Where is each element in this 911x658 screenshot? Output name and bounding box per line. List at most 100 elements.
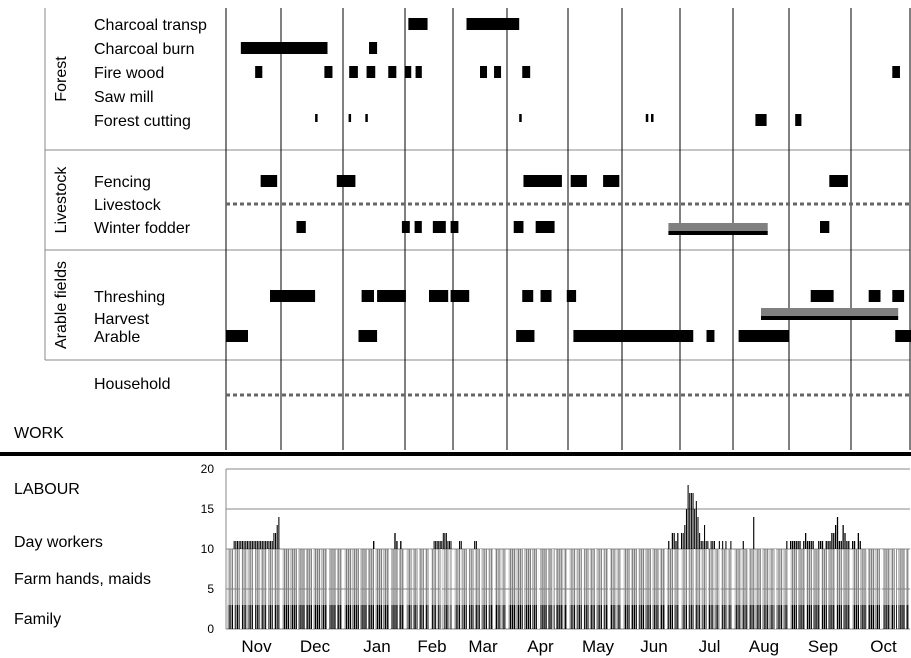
highlight-band (668, 223, 768, 231)
family-bar (742, 605, 744, 629)
farmhands-bar (816, 549, 818, 605)
family-bar (723, 605, 725, 629)
farmhands-bar (373, 549, 375, 605)
farmhands-bar (349, 549, 352, 605)
dayworkers-bar (233, 541, 235, 549)
family-bar (278, 605, 280, 629)
farmhands-bar (836, 549, 839, 605)
family-bar (283, 605, 286, 629)
family-bar (314, 605, 317, 629)
family-bar (689, 605, 691, 629)
family-bar (753, 605, 755, 629)
activity-bar (645, 114, 649, 122)
family-bar (779, 605, 781, 629)
family-bar (338, 605, 340, 629)
dayworkers-bar (753, 517, 755, 549)
family-bar (248, 605, 250, 629)
family-bar (585, 605, 587, 629)
family-bar (712, 605, 714, 629)
month-label: Apr (527, 637, 554, 656)
farmhands-bar (559, 549, 561, 605)
work-labels: Forest Charcoal transp Charcoal burn Fire w… (53, 17, 207, 393)
family-bar (527, 605, 530, 629)
family-bar (322, 605, 324, 629)
farmhands-bar (594, 549, 596, 605)
farmhands-bar (340, 549, 342, 605)
family-bar (513, 605, 516, 629)
activity-bar (706, 330, 715, 342)
family-bar (617, 605, 619, 629)
farmhands-bar (291, 549, 294, 605)
farmhands-bar (309, 549, 311, 605)
family-bar (781, 605, 783, 629)
week-gap (637, 549, 639, 629)
farmhands-bar (722, 549, 724, 605)
family-bar (715, 605, 717, 629)
farmhands-bar (702, 549, 704, 605)
family-bar (868, 605, 869, 629)
farmhands-bar (605, 549, 607, 605)
dayworkers-bar (439, 541, 441, 549)
family-bar (475, 605, 477, 629)
farmhands-bar (447, 549, 449, 605)
farmhands-bar (524, 549, 526, 605)
family-bar (243, 605, 245, 629)
week-gap (880, 549, 882, 629)
farmhands-bar (865, 549, 867, 605)
labour-panel: 0 5 10 15 20 (201, 462, 910, 636)
dayworkers-bar (818, 541, 820, 549)
farmhands-bar (383, 549, 385, 605)
farmhands-bar (499, 549, 501, 605)
farmhands-bar (290, 549, 292, 605)
dayworkers-bar (266, 541, 268, 549)
family-bar (739, 605, 741, 629)
farmhands-bar (570, 549, 572, 605)
farmhands-bar (347, 549, 350, 605)
family-bar (230, 605, 232, 629)
week-gap (389, 549, 391, 629)
activity-bar (513, 221, 524, 233)
farmhands-bar (705, 549, 707, 605)
dayworkers-bar (396, 541, 398, 549)
farmhands-bar (352, 549, 354, 605)
farmhands-bar (697, 549, 699, 605)
family-bar (407, 605, 409, 629)
family-bar (728, 605, 730, 629)
farmhands-bar (535, 549, 537, 605)
family-bar (559, 605, 561, 629)
farmhands-bar (248, 549, 250, 605)
family-bar (376, 605, 379, 629)
dayworkers-bar (827, 541, 829, 549)
family-bar (400, 605, 402, 629)
farmhands-bar (355, 549, 357, 605)
family-bar (639, 605, 641, 629)
activity-label: Saw mill (94, 89, 154, 106)
dayworkers-bar (838, 541, 841, 549)
activity-bar (365, 114, 368, 122)
farmhands-bar (445, 549, 447, 605)
family-bar (457, 605, 459, 629)
dayworkers-bar (857, 533, 859, 549)
family-bar (324, 605, 326, 629)
month-label: Aug (749, 637, 779, 656)
farmhands-bar (517, 549, 520, 605)
farmhands-bar (803, 549, 805, 605)
family-bar (840, 605, 842, 629)
family-bar (482, 605, 484, 629)
activity-bar (388, 66, 397, 78)
family-bar (704, 605, 706, 629)
family-bar (829, 605, 831, 629)
month-axis: Nov Dec Jan Feb Mar Apr May Jun Jul Aug Sep Oct (241, 637, 897, 656)
farmhands-bar (580, 549, 582, 605)
dayworkers-bar (270, 541, 272, 549)
farmhands-bar (336, 549, 338, 605)
family-bar (450, 605, 452, 629)
family-bar (810, 605, 812, 629)
family-bar (690, 605, 692, 629)
farmhands-bar (316, 549, 319, 605)
family-bar (340, 605, 342, 629)
farmhands-bar (470, 549, 472, 605)
farmhands-bar (504, 549, 506, 605)
activity-label: Arable (94, 329, 140, 346)
family-bar (884, 605, 886, 629)
